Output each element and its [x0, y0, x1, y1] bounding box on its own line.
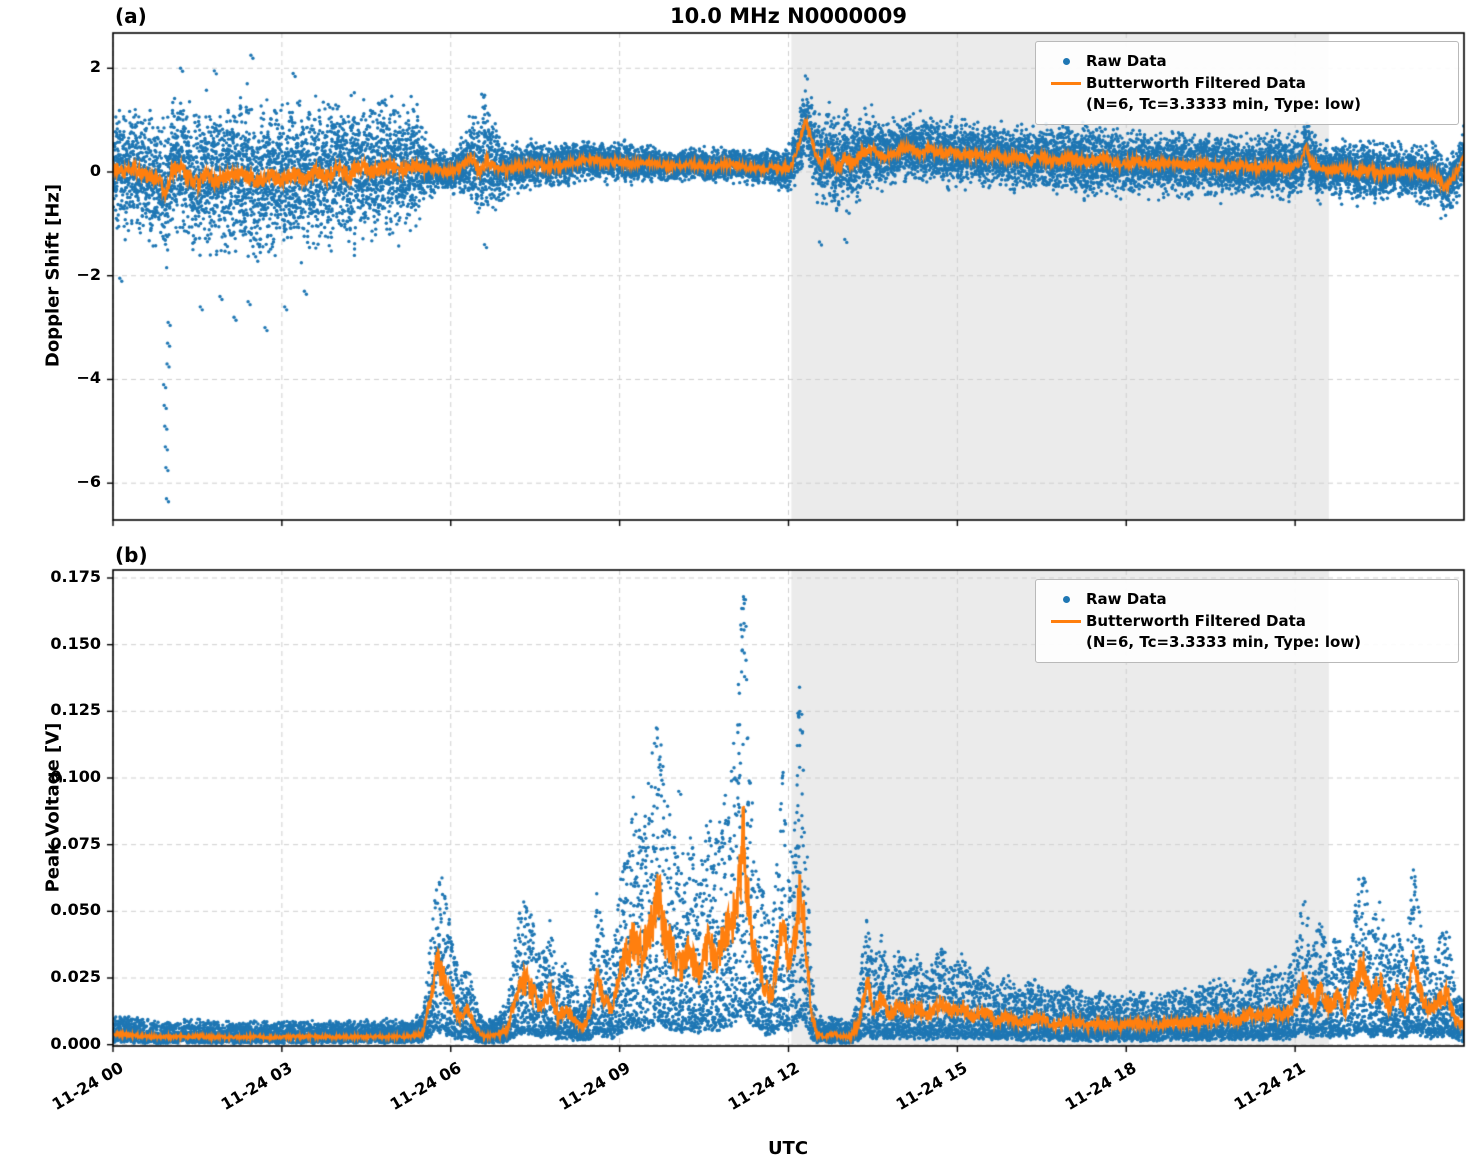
legend-filtered-row: Butterworth Filtered Data (N=6, Tc=3.333… — [1046, 611, 1448, 652]
y-tick-label-a: −4 — [76, 368, 101, 388]
chart-title: 10.0 MHz N0000009 — [670, 4, 907, 28]
filtered-line-marker-icon — [1046, 611, 1086, 624]
y-axis-label-voltage: Peak Voltage [V] — [42, 722, 64, 893]
legend-raw-label: Raw Data — [1086, 52, 1167, 70]
y-tick-label-b: 0.150 — [50, 633, 101, 653]
legend-filtered-label: Butterworth Filtered Data — [1086, 74, 1306, 93]
legend-panel-b: Raw Data Butterworth Filtered Data (N=6,… — [1035, 579, 1459, 663]
legend-filtered-label: Butterworth Filtered Data — [1086, 612, 1306, 631]
legend-panel-a: Raw Data Butterworth Filtered Data (N=6,… — [1035, 41, 1459, 125]
x-axis-label: UTC — [767, 1138, 809, 1159]
legend-raw-row: Raw Data — [1046, 589, 1448, 609]
y-tick-label-a: −2 — [76, 264, 101, 284]
raw-data-marker-icon — [1046, 589, 1086, 603]
y-tick-label-b: 0.000 — [50, 1033, 101, 1053]
y-tick-label-b: 0.025 — [50, 967, 101, 986]
legend-filtered-sublabel: (N=6, Tc=3.3333 min, Type: low) — [1086, 94, 1362, 113]
legend-filtered-row: Butterworth Filtered Data (N=6, Tc=3.333… — [1046, 73, 1448, 114]
filtered-line-marker-icon — [1046, 73, 1086, 86]
panel-b-label: (b) — [115, 543, 148, 567]
legend-raw-row: Raw Data — [1046, 51, 1448, 71]
panel-a-label: (a) — [115, 4, 147, 28]
y-tick-label-b: 0.100 — [50, 767, 101, 786]
y-tick-label-a: 0 — [89, 160, 101, 180]
y-tick-label-a: −6 — [76, 472, 101, 492]
y-tick-label-b: 0.075 — [50, 833, 101, 853]
legend-raw-label: Raw Data — [1086, 590, 1167, 608]
y-tick-label-b: 0.125 — [50, 700, 101, 720]
y-tick-label-a: 2 — [89, 57, 101, 77]
y-tick-label-b: 0.175 — [50, 567, 101, 586]
raw-data-marker-icon — [1046, 51, 1086, 65]
y-tick-label-b: 0.050 — [50, 900, 101, 920]
legend-filtered-sublabel: (N=6, Tc=3.3333 min, Type: low) — [1086, 632, 1362, 651]
